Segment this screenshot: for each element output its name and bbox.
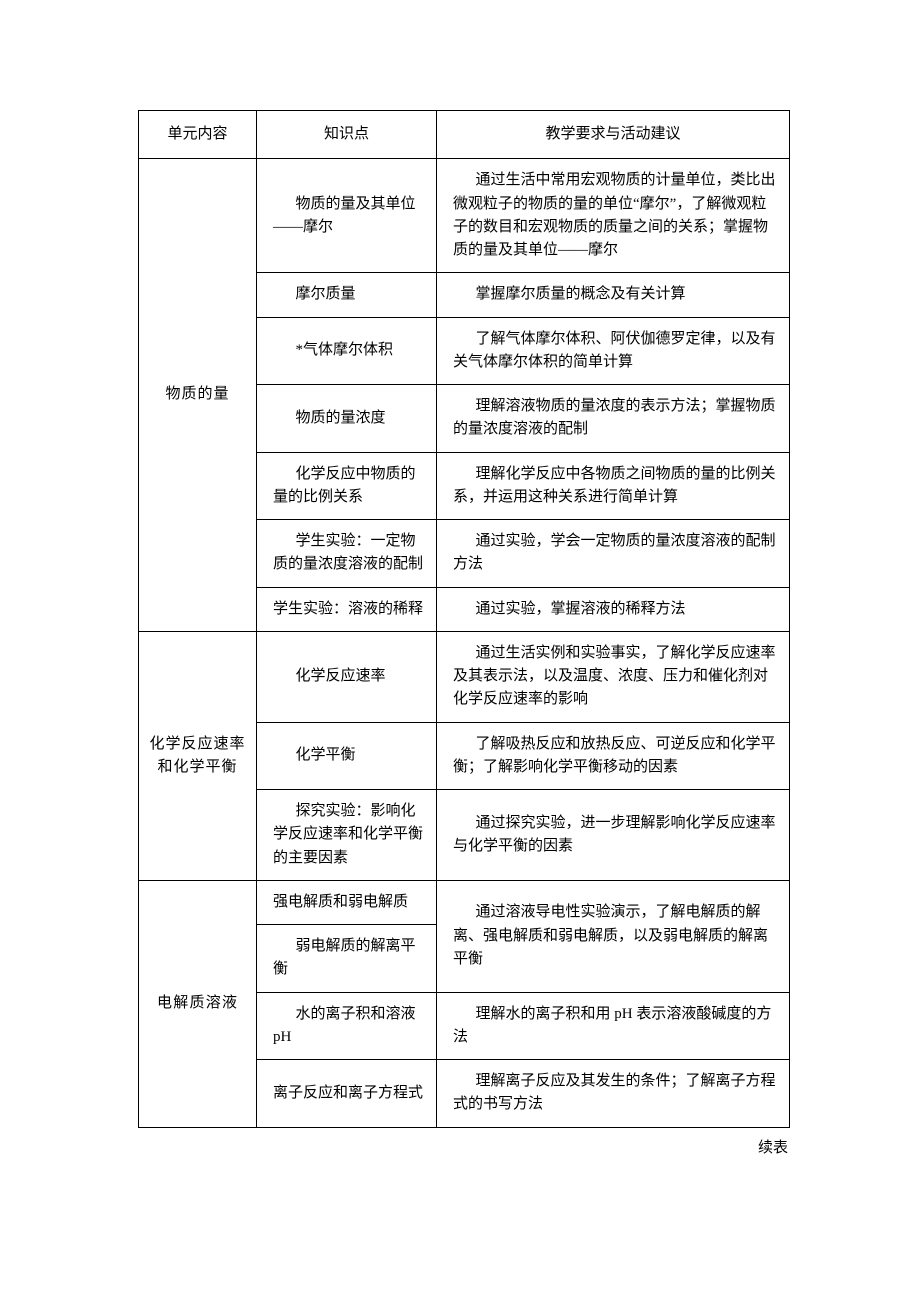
topic-cell: 学生实验：一定物质的量浓度溶液的配制 xyxy=(257,520,437,588)
requirement-cell: 掌握摩尔质量的概念及有关计算 xyxy=(437,273,790,317)
unit-cell: 化学反应速率和化学平衡 xyxy=(139,631,257,880)
topic-cell: *气体摩尔体积 xyxy=(257,317,437,385)
requirement-cell: 通过探究实验，进一步理解影响化学反应速率与化学平衡的因素 xyxy=(437,790,790,881)
topic-cell: 化学反应中物质的量的比例关系 xyxy=(257,452,437,520)
requirement-cell: 理解离子反应及其发生的条件；了解离子方程式的书写方法 xyxy=(437,1060,790,1128)
table-row: 化学反应速率和化学平衡 化学反应速率 通过生活实例和实验事实，了解化学反应速率及… xyxy=(139,631,790,722)
requirement-cell: 了解气体摩尔体积、阿伏伽德罗定律，以及有关气体摩尔体积的简单计算 xyxy=(437,317,790,385)
topic-cell: 物质的量及其单位——摩尔 xyxy=(257,159,437,273)
topic-cell: 探究实验：影响化学反应速率和化学平衡的主要因素 xyxy=(257,790,437,881)
requirement-cell: 了解吸热反应和放热反应、可逆反应和化学平衡；了解影响化学平衡移动的因素 xyxy=(437,722,790,790)
requirement-cell: 通过溶液导电性实验演示，了解电解质的解离、强电解质和弱电解质，以及弱电解质的解离… xyxy=(437,880,790,992)
requirement-cell: 通过生活中常用宏观物质的计量单位，类比出微观粒子的物质的量的单位“摩尔”，了解微… xyxy=(437,159,790,273)
requirement-cell: 理解化学反应中各物质之间物质的量的比例关系，并运用这种关系进行简单计算 xyxy=(437,452,790,520)
topic-cell: 化学平衡 xyxy=(257,722,437,790)
table-row: 物质的量 物质的量及其单位——摩尔 通过生活中常用宏观物质的计量单位，类比出微观… xyxy=(139,159,790,273)
col-header-unit: 单元内容 xyxy=(139,111,257,159)
requirement-cell: 理解溶液物质的量浓度的表示方法；掌握物质的量浓度溶液的配制 xyxy=(437,385,790,453)
requirement-cell: 通过实验，掌握溶液的稀释方法 xyxy=(437,587,790,631)
continuation-note: 续表 xyxy=(138,1136,790,1157)
requirement-cell: 通过生活实例和实验事实，了解化学反应速率及其表示法，以及温度、浓度、压力和催化剂… xyxy=(437,631,790,722)
unit-cell: 物质的量 xyxy=(139,159,257,632)
topic-cell: 化学反应速率 xyxy=(257,631,437,722)
topic-cell: 离子反应和离子方程式 xyxy=(257,1060,437,1128)
col-header-topic: 知识点 xyxy=(257,111,437,159)
topic-cell: 摩尔质量 xyxy=(257,273,437,317)
requirement-cell: 通过实验，学会一定物质的量浓度溶液的配制方法 xyxy=(437,520,790,588)
topic-cell: 水的离子积和溶液 pH xyxy=(257,992,437,1060)
topic-cell: 强电解质和弱电解质 xyxy=(257,880,437,924)
topic-cell: 学生实验：溶液的稀释 xyxy=(257,587,437,631)
col-header-requirement: 教学要求与活动建议 xyxy=(437,111,790,159)
unit-cell: 电解质溶液 xyxy=(139,880,257,1127)
topic-cell: 物质的量浓度 xyxy=(257,385,437,453)
requirement-cell: 理解水的离子积和用 pH 表示溶液酸碱度的方法 xyxy=(437,992,790,1060)
table-header-row: 单元内容 知识点 教学要求与活动建议 xyxy=(139,111,790,159)
curriculum-table: 单元内容 知识点 教学要求与活动建议 物质的量 物质的量及其单位——摩尔 通过生… xyxy=(138,110,790,1128)
page: 单元内容 知识点 教学要求与活动建议 物质的量 物质的量及其单位——摩尔 通过生… xyxy=(0,0,920,1217)
table-row: 电解质溶液 强电解质和弱电解质 通过溶液导电性实验演示，了解电解质的解离、强电解… xyxy=(139,880,790,924)
topic-cell: 弱电解质的解离平衡 xyxy=(257,925,437,993)
